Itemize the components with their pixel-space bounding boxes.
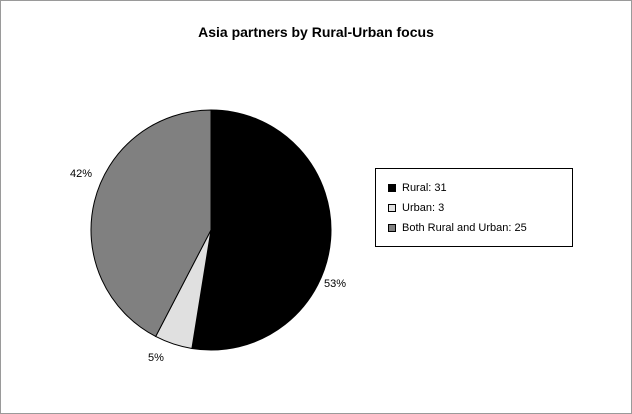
slice-label-urban: 5% bbox=[148, 352, 164, 364]
legend-swatch-both bbox=[388, 224, 396, 233]
legend-item-both: Both Rural and Urban: 25 bbox=[388, 221, 527, 235]
slice-label-rural: 53% bbox=[324, 278, 347, 290]
legend-label-rural: Rural: 31 bbox=[402, 182, 447, 195]
legend-label-urban: Urban: 3 bbox=[402, 202, 445, 215]
slice-both bbox=[90, 109, 212, 338]
chart-legend: Rural: 31 Urban: 3 Both Rural and Urban:… bbox=[375, 168, 573, 247]
slice-label-both: 42% bbox=[70, 168, 93, 180]
slice-rural bbox=[191, 109, 332, 351]
legend-swatch-urban bbox=[388, 204, 396, 213]
chart-title: Asia partners by Rural-Urban focus bbox=[198, 24, 434, 40]
legend-label-both: Both Rural and Urban: 25 bbox=[402, 222, 527, 235]
legend-item-urban: Urban: 3 bbox=[388, 201, 444, 215]
legend-item-rural: Rural: 31 bbox=[388, 181, 447, 195]
legend-swatch-rural bbox=[388, 184, 396, 193]
